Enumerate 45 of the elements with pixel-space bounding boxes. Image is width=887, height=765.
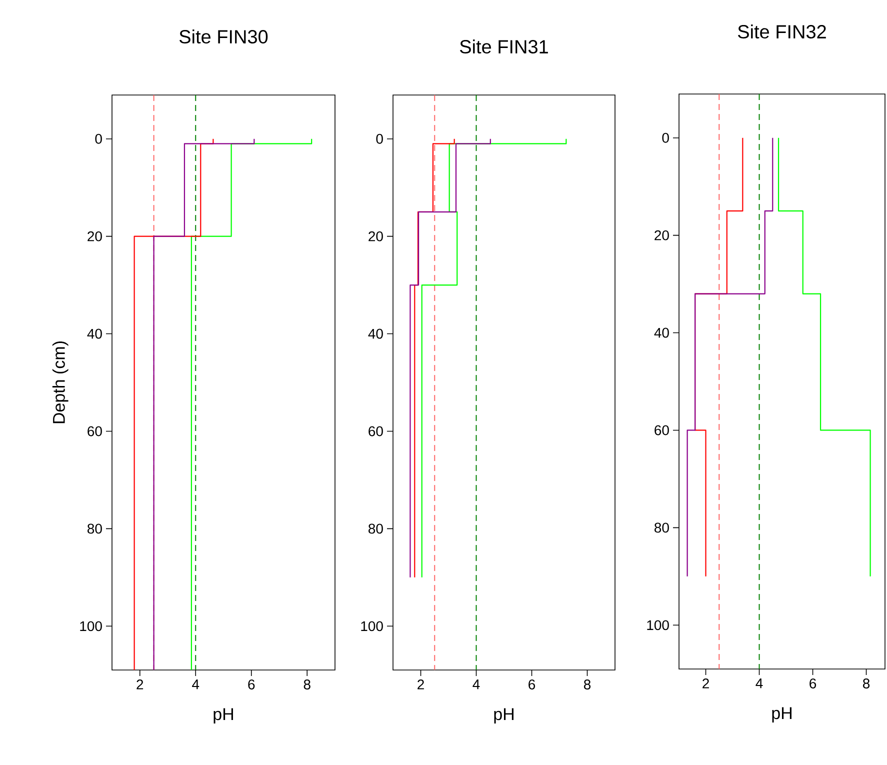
y-tick-label: 100 [80, 621, 102, 632]
x-axis-title: pH [772, 707, 792, 723]
x-tick-label: 6 [810, 678, 816, 688]
y-tick-label: 0 [376, 134, 383, 144]
x-tick-label: 6 [528, 680, 536, 690]
y-tick-label: 80 [88, 524, 102, 534]
y-tick-label: 20 [368, 231, 383, 242]
y-tick-label: 40 [87, 328, 102, 339]
chart-title: Site FIN30 [179, 30, 268, 44]
y-tick-label: 20 [654, 230, 669, 240]
x-tick-label: 6 [248, 680, 255, 690]
chart-title: Site FIN32 [738, 24, 826, 38]
y-axis-title: Depth (cm) [52, 342, 68, 424]
y-tick-label: 0 [662, 132, 669, 143]
x-tick-label: 4 [472, 680, 480, 690]
line-series [421, 138, 567, 578]
x-tick-label: 2 [418, 680, 424, 690]
y-tick-label: 100 [647, 620, 669, 630]
line-series [153, 138, 255, 671]
y-tick-label: 20 [88, 231, 102, 242]
x-tick-label: 8 [304, 680, 310, 690]
chart-title: Site FIN31 [460, 40, 548, 54]
x-axis-title: pH [214, 708, 233, 724]
line-series [778, 137, 871, 577]
x-tick-label: 8 [862, 678, 870, 688]
x-tick-label: 4 [192, 680, 200, 690]
y-tick-label: 40 [654, 328, 669, 338]
y-tick-label: 40 [368, 328, 383, 339]
line-series [134, 138, 214, 671]
y-tick-label: 100 [361, 621, 383, 632]
line-series [410, 138, 491, 578]
line-series [686, 137, 774, 577]
x-tick-label: 4 [756, 678, 763, 688]
x-axis-title: pH [494, 708, 514, 724]
y-tick-label: 60 [88, 426, 102, 436]
x-tick-label: 2 [136, 680, 144, 690]
x-tick-label: 8 [584, 680, 591, 690]
line-series [190, 138, 312, 671]
y-tick-label: 60 [654, 425, 669, 436]
y-tick-label: 80 [368, 524, 383, 534]
y-tick-label: 0 [95, 134, 102, 144]
line-series [414, 138, 455, 578]
x-tick-label: 2 [702, 678, 709, 688]
y-tick-label: 80 [654, 522, 669, 533]
y-tick-label: 60 [368, 426, 383, 436]
